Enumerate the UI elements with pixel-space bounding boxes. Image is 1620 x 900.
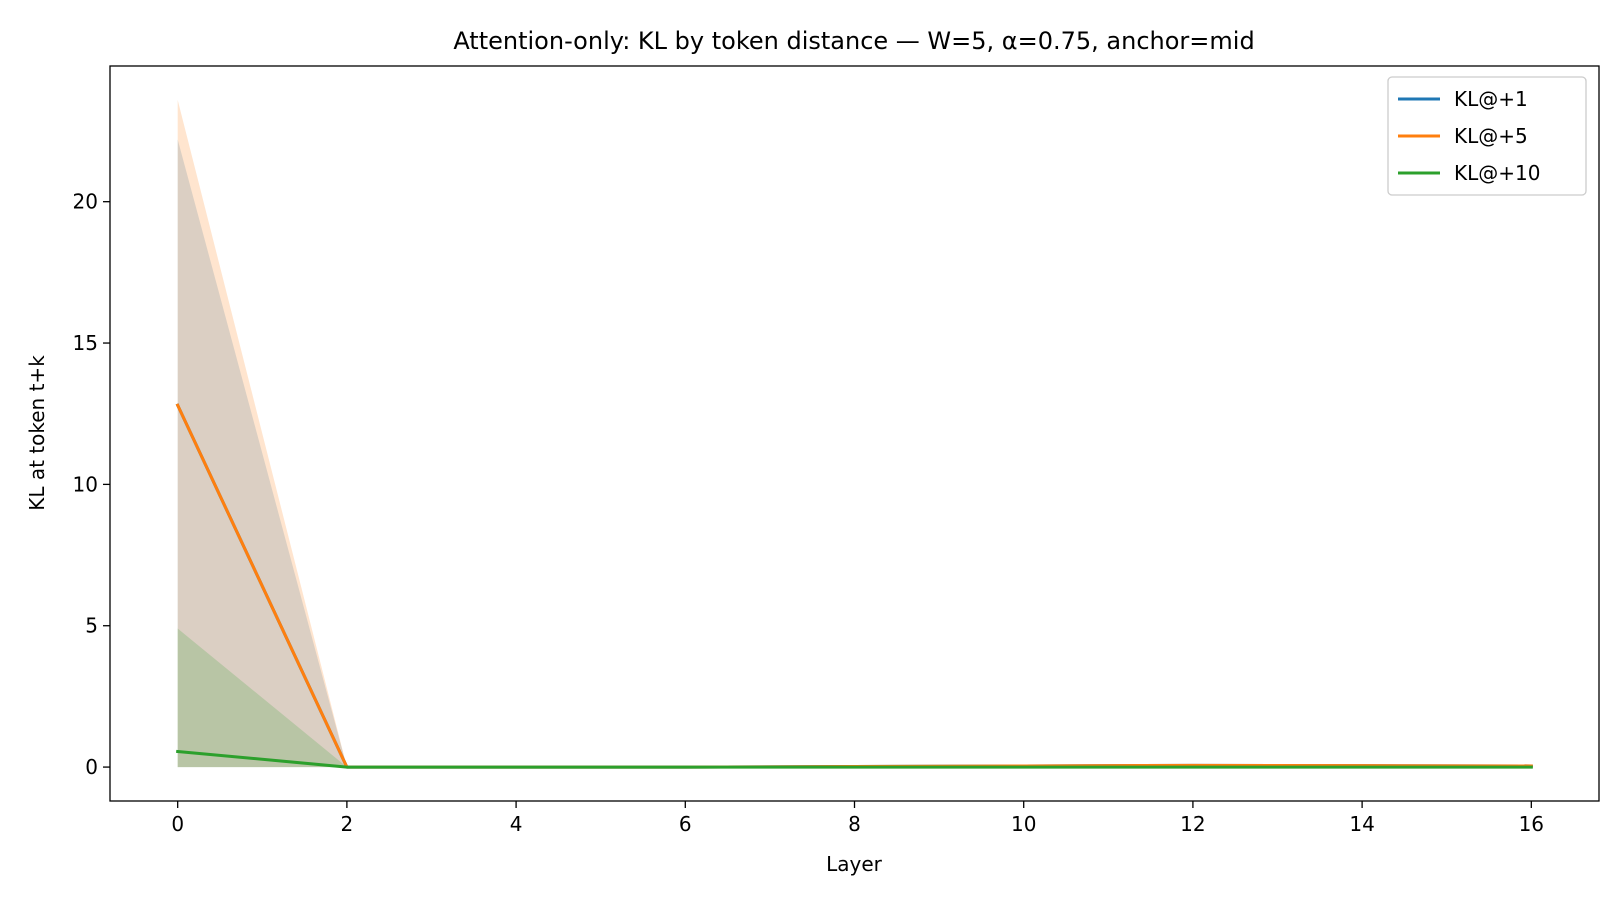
y-axis: 0 5 10 15 20: [73, 190, 110, 779]
band-series-2: [177, 99, 1532, 768]
x-tick-label: 6: [679, 812, 692, 836]
x-axis: 0 2 4 6 8 10 12 14 16: [171, 801, 1544, 836]
x-tick-label: 14: [1349, 812, 1374, 836]
y-tick-label: 20: [73, 190, 98, 214]
error-bands: [177, 99, 1532, 768]
x-tick-label: 2: [341, 812, 354, 836]
x-tick-label: 4: [510, 812, 523, 836]
x-tick-label: 8: [848, 812, 861, 836]
line-series-2: [175, 403, 1533, 769]
x-tick-label: 16: [1519, 812, 1544, 836]
plot-frame: [109, 65, 1600, 802]
line-series-1: [175, 403, 1533, 769]
chart-title: Attention-only: KL by token distance — W…: [453, 27, 1254, 55]
legend-box: [1387, 76, 1587, 196]
band-series-1: [177, 139, 1532, 768]
legend-label-1: KL@+1: [1454, 87, 1528, 111]
legend-label-3: KL@+10: [1454, 161, 1540, 185]
y-tick-label: 0: [85, 755, 98, 779]
legend-label-2: KL@+5: [1454, 124, 1528, 148]
band-series-3: [177, 628, 1532, 768]
x-tick-label: 0: [171, 812, 184, 836]
legend: KL@+1 KL@+5 KL@+10: [1387, 76, 1587, 196]
x-tick-label: 12: [1180, 812, 1205, 836]
y-tick-label: 10: [73, 472, 98, 496]
x-axis-label: Layer: [826, 852, 883, 876]
series-lines: [175, 403, 1533, 769]
y-axis-label: KL at token t+k: [25, 355, 49, 511]
x-tick-label: 10: [1011, 812, 1036, 836]
y-tick-label: 5: [85, 614, 98, 638]
y-tick-label: 15: [73, 331, 98, 355]
